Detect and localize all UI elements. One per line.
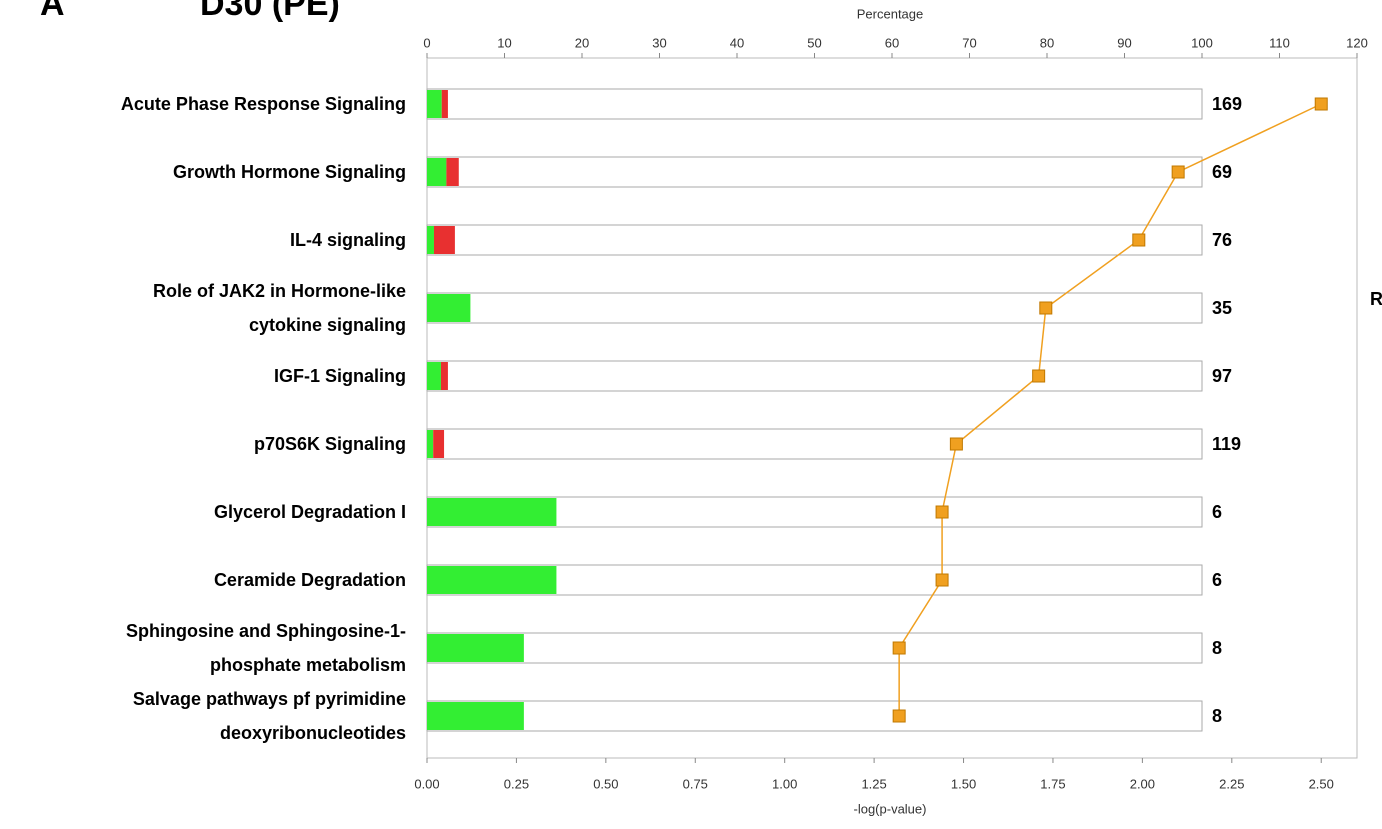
- bar-track: [426, 360, 1203, 392]
- category-label: Growth Hormone Signaling: [173, 162, 406, 182]
- bar-segment: [427, 634, 524, 662]
- x-tick-label: 30: [652, 35, 666, 50]
- line: [898, 103, 1322, 716]
- category-label: p70S6K Signaling: [253, 434, 406, 454]
- line-marker: [1132, 233, 1146, 247]
- x-axis-title: Percentage: [857, 6, 924, 21]
- bar-segment: [427, 566, 557, 594]
- line-marker: [1314, 97, 1328, 111]
- bar-segment: [427, 702, 524, 730]
- line-marker: [935, 573, 949, 587]
- x2-tick-label: 0.25: [504, 776, 529, 791]
- bar-segment: [446, 158, 459, 186]
- bar-segment: [433, 226, 455, 254]
- chart-title: A: [40, 0, 65, 23]
- x-tick-label: 60: [885, 35, 899, 50]
- count-label: 69: [1212, 162, 1232, 182]
- bar-segment: [427, 362, 441, 390]
- x2-tick-label: 0.50: [593, 776, 618, 791]
- category-label: Acute Phase Response Signaling: [120, 94, 406, 114]
- category-label: Ceramide Degradation: [213, 570, 406, 590]
- x-tick-label: 20: [575, 35, 589, 50]
- count-label: 35: [1212, 298, 1232, 318]
- count-label: 76: [1212, 230, 1232, 250]
- bar-track: [426, 224, 1203, 256]
- count-label: 8: [1212, 638, 1222, 658]
- bar-segment: [440, 362, 448, 390]
- x-tick-label: 0: [423, 35, 430, 50]
- x2-tick-label: 1.50: [951, 776, 976, 791]
- category-label: Role of JAK2 in Hormone-like cytokine si…: [152, 281, 406, 335]
- line-marker: [1171, 165, 1185, 179]
- count-label: 6: [1212, 502, 1222, 522]
- bar-segment: [427, 294, 471, 322]
- category-label: Salvage pathways pf pyrimidine deoxyribo…: [132, 689, 406, 743]
- x2-tick-label: 2.00: [1130, 776, 1155, 791]
- chart-subtitle: D30 (PE): [200, 0, 340, 23]
- bar-segment: [427, 226, 434, 254]
- x-tick-label: 80: [1040, 35, 1054, 50]
- count-label: 119: [1212, 434, 1241, 454]
- x2-axis-title: -log(p-value): [854, 801, 927, 816]
- x-tick-label: 10: [497, 35, 511, 50]
- count-label: 8: [1212, 706, 1222, 726]
- bar-segment: [441, 90, 448, 118]
- x-tick-label: 100: [1191, 35, 1213, 50]
- x2-tick-label: 1.75: [1040, 776, 1065, 791]
- bar-segment: [427, 498, 557, 526]
- bar-track: [426, 700, 1203, 732]
- count-label: 169: [1212, 94, 1242, 114]
- bar-segment: [427, 430, 434, 458]
- bar-segment: [427, 90, 442, 118]
- x-tick-label: 110: [1269, 35, 1290, 50]
- x2-tick-label: 2.25: [1219, 776, 1244, 791]
- x2-tick-label: 1.25: [861, 776, 886, 791]
- category-label: IGF-1 Signaling: [273, 366, 406, 386]
- category-label: Sphingosine and Sphingosine-1- phosphate…: [125, 621, 406, 675]
- bar-track: [426, 632, 1203, 664]
- line-marker: [949, 437, 963, 451]
- line-marker: [1039, 301, 1053, 315]
- x2-tick-label: 2.50: [1309, 776, 1334, 791]
- x-tick-label: 70: [962, 35, 976, 50]
- category-label: IL-4 signaling: [289, 230, 406, 250]
- x2-tick-label: 1.00: [772, 776, 797, 791]
- x-tick-label: 90: [1117, 35, 1131, 50]
- bar-segment: [427, 158, 447, 186]
- count-label: 6: [1212, 570, 1222, 590]
- bar-track: [426, 88, 1203, 120]
- line-marker: [935, 505, 949, 519]
- x2-tick-label: 0.00: [414, 776, 439, 791]
- x2-tick-label: 0.75: [683, 776, 708, 791]
- line-marker: [1032, 369, 1046, 383]
- line-marker: [892, 709, 906, 723]
- x-tick-label: 120: [1346, 35, 1368, 50]
- bar-track: [426, 156, 1203, 188]
- bar-segment: [433, 430, 445, 458]
- x-tick-label: 50: [807, 35, 821, 50]
- side-label: R: [1370, 289, 1382, 309]
- bar-track: [426, 428, 1203, 460]
- count-label: 97: [1212, 366, 1232, 386]
- bar-track: [426, 292, 1203, 324]
- line-marker: [892, 641, 906, 655]
- x-tick-label: 40: [730, 35, 744, 50]
- category-label: Glycerol Degradation I: [213, 502, 406, 522]
